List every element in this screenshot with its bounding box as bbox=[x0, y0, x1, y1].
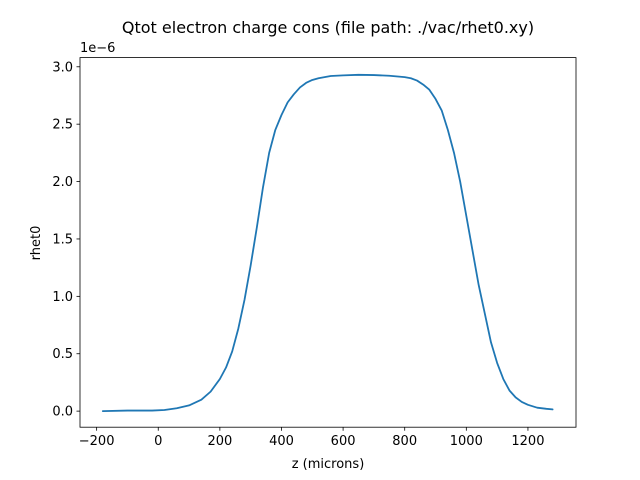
x-tick-label: −200 bbox=[79, 434, 115, 449]
series-line bbox=[101, 73, 554, 413]
y-tick-label: 0.0 bbox=[52, 405, 73, 420]
y-axis-ticks: 0.0 0.5 1.0 1.5 2.0 2.5 3.0 bbox=[52, 60, 80, 420]
y-tick-label: 2.5 bbox=[52, 118, 73, 133]
y-axis-offset-text: 1e−6 bbox=[80, 41, 115, 56]
y-tick-label: 2.0 bbox=[52, 175, 73, 190]
x-tick-label: 800 bbox=[392, 434, 417, 449]
x-tick-label: 600 bbox=[331, 434, 356, 449]
x-tick-label: 0 bbox=[154, 434, 162, 449]
x-tick-label: 400 bbox=[269, 434, 294, 449]
y-axis-label: rhet0 bbox=[29, 226, 44, 261]
chart-title: Qtot electron charge cons (file path: ./… bbox=[122, 18, 534, 37]
y-tick-label: 1.0 bbox=[52, 290, 73, 305]
plot-area-frame bbox=[79, 57, 577, 428]
x-axis-label: z (microns) bbox=[292, 457, 365, 472]
x-tick-label: 200 bbox=[207, 434, 232, 449]
y-tick-label: 3.0 bbox=[52, 60, 73, 75]
x-tick-label: 1000 bbox=[450, 434, 483, 449]
x-axis-ticks: −200 0 200 400 600 800 1000 1200 bbox=[79, 427, 544, 449]
series-layer bbox=[101, 73, 554, 413]
y-tick-label: 0.5 bbox=[52, 347, 73, 362]
y-tick-label: 1.5 bbox=[52, 232, 73, 247]
x-tick-label: 1200 bbox=[511, 434, 544, 449]
